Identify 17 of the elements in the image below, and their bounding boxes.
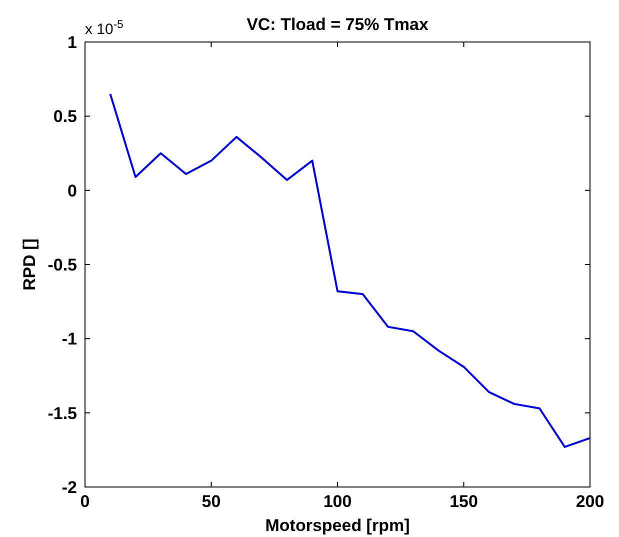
x-tick-label: 200 [576,492,604,511]
line-series [109,92,590,448]
y-axis-title: RPD [] [20,238,39,290]
y-tick-label: 0.5 [53,107,77,126]
x-tick-label: 150 [450,492,478,511]
x-tick-label: 0 [80,492,90,511]
text: x 10$^{-5}$ [85,19,124,38]
y-tick-label: 0 [68,181,77,200]
y-tick-label: -2 [62,478,77,497]
x-axis-title: Motorspeed [rpm] [265,516,410,535]
y-tick-label: 1 [68,32,77,52]
chart-title: VC: Tload = 75% Tmax [246,15,429,34]
y-tick-label: -1.5 [48,404,77,423]
y-tick-label: -0.5 [48,255,77,274]
x-tick-label: 100 [323,492,352,511]
x-tick-label: 50 [202,492,221,511]
y-tick-label: -1 [62,330,77,349]
